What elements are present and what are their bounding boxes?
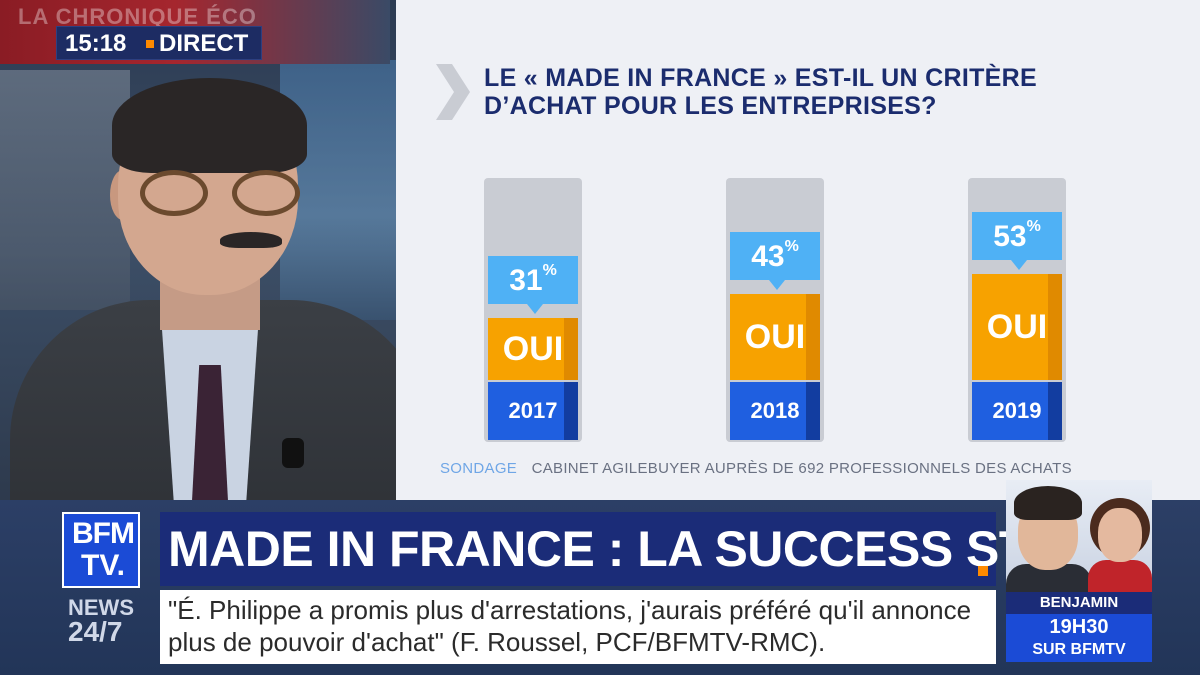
headline-accent-icon: [978, 566, 988, 576]
source-text: CABINET AGILEBUYER AUPRÈS DE 692 PROFESS…: [531, 460, 1072, 477]
presenter-mustache: [220, 232, 282, 248]
news-label: NEWS: [68, 595, 134, 620]
bar-fill: [488, 318, 578, 380]
source-note: SONDAGE CABINET AGILEBUYER AUPRÈS DE 692…: [440, 460, 1072, 477]
live-label: DIRECT: [159, 30, 249, 57]
live-clock-bar: 15:18 DIRECT: [56, 26, 262, 60]
headline-bar: MADE IN FRANCE : LA SUCCESS STORY: [160, 512, 1134, 586]
bar-label: OUI: [744, 318, 806, 356]
news-247-label: 24/7: [68, 616, 123, 647]
bar-label: OUI: [986, 308, 1048, 346]
guest-name: BENJAMIN GRIVEAUX: [1006, 592, 1152, 633]
value-label: 31%: [509, 262, 557, 297]
lapel-mic-icon: [282, 438, 304, 468]
guest-photo: [1006, 480, 1152, 592]
program-time: 19H30: [1006, 614, 1152, 640]
presenter-glasses: [140, 170, 310, 220]
source-label: SONDAGE: [440, 460, 518, 477]
ticker-text: "É. Philippe a promis plus d'arrestation…: [168, 595, 972, 657]
headline-text: MADE IN FRANCE : LA SUCCESS STORY: [168, 521, 1134, 577]
chevron-right-icon: [436, 64, 470, 120]
bar-2017: OUI 2017 31%: [484, 178, 582, 442]
year-box: 2017: [488, 382, 578, 440]
bar-fill: [972, 274, 1062, 380]
news-247-tag: NEWS 24/7: [68, 595, 134, 647]
presenter-hair: [112, 78, 307, 173]
program-channel: SUR BFMTV: [1006, 640, 1152, 662]
value-bubble: 43%: [730, 232, 820, 290]
bar-2018: OUI 2018 43%: [726, 178, 824, 442]
bar-fill: [730, 294, 820, 380]
infographic-panel: LE « MADE IN FRANCE » EST-IL UN CRITÈRE …: [396, 0, 1200, 510]
clock-time: 15:18: [65, 30, 127, 57]
studio-background: [0, 0, 420, 560]
infographic-title: LE « MADE IN FRANCE » EST-IL UN CRITÈRE …: [484, 64, 1037, 120]
bar-2019: OUI 2019 53%: [968, 178, 1066, 442]
year-box: 2018: [730, 382, 820, 440]
live-indicator-icon: [146, 40, 154, 48]
bfmtv-logo: BFM TV.: [62, 512, 140, 588]
studio-light: [0, 70, 130, 310]
logo-line-2: TV.: [81, 549, 125, 582]
news-ticker: "É. Philippe a promis plus d'arrestation…: [160, 590, 996, 664]
value-bubble: 31%: [488, 256, 578, 314]
value-bubble: 53%: [972, 212, 1062, 270]
program-promo: BENJAMIN GRIVEAUX 19H30 SUR BFMTV: [1006, 480, 1152, 662]
year-box: 2019: [972, 382, 1062, 440]
presenter-tie: [192, 365, 228, 525]
year-label: 2018: [750, 398, 800, 423]
year-label: 2019: [992, 398, 1042, 423]
bar-label: OUI: [502, 330, 564, 368]
year-label: 2017: [508, 398, 558, 423]
value-label: 53%: [993, 218, 1041, 253]
logo-line-1: BFM: [72, 517, 135, 550]
value-label: 43%: [751, 238, 799, 273]
segment-label: LA CHRONIQUE ÉCO: [18, 4, 257, 29]
